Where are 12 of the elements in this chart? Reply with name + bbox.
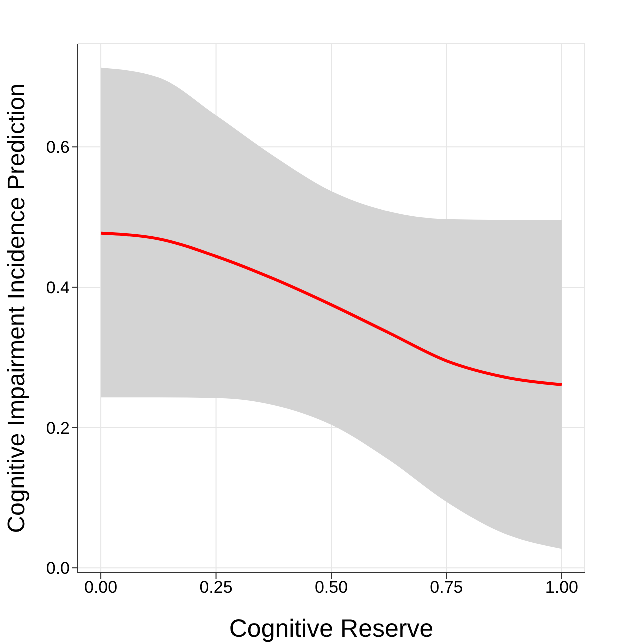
y-tick-label: 0.0 <box>46 559 70 578</box>
x-tick-label: 0.00 <box>84 578 118 598</box>
y-tick-label: 0.4 <box>46 278 70 298</box>
x-tick-label: 1.00 <box>545 578 578 598</box>
y-tick-label: 0.6 <box>46 138 70 158</box>
y-tick-label: 0.2 <box>46 418 70 438</box>
x-tick-label: 0.25 <box>200 578 233 598</box>
y-axis-title: Cognitive Impairment Incidence Prediction <box>4 84 31 534</box>
x-tick-label: 0.50 <box>314 578 348 598</box>
x-tick-label: 0.75 <box>430 578 464 598</box>
line-series <box>100 232 564 386</box>
x-axis-title: Cognitive Reserve <box>229 615 434 643</box>
